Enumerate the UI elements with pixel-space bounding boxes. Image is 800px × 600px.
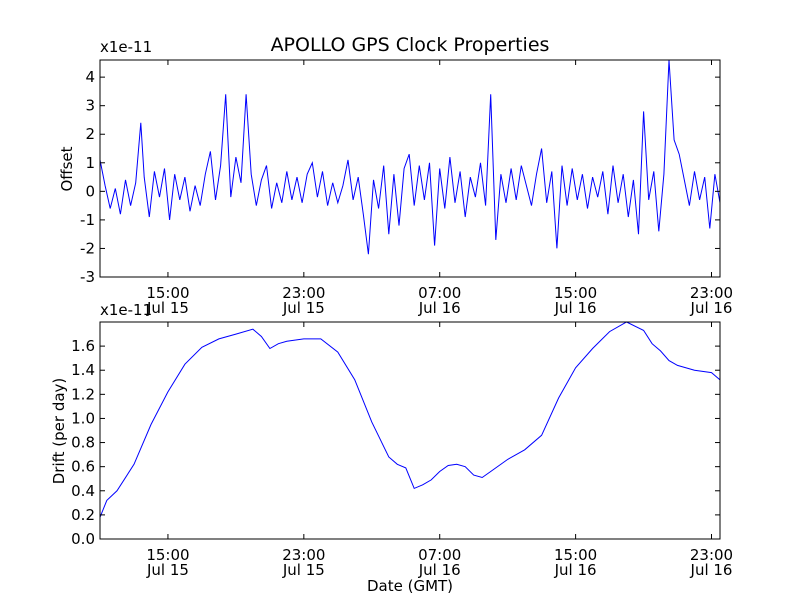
x-tick-date-label: Jul 15 (146, 561, 189, 579)
x-tick-time-label: 23:00 (690, 284, 733, 302)
y-tick-label: 0.2 (71, 506, 95, 524)
y-tick-label: 3 (85, 97, 95, 115)
x-tick-time-label: 23:00 (282, 546, 325, 564)
y-tick-label: 0.6 (71, 458, 95, 476)
y-tick-label: 0 (85, 182, 95, 200)
offset-multiplier: x1e-11 (100, 38, 152, 56)
offset-y-axis-label: Offset (58, 146, 76, 191)
x-tick-date-label: Jul 16 (554, 299, 597, 317)
x-tick-time-label: 15:00 (554, 284, 597, 302)
drift-multiplier: x1e-11 (100, 301, 152, 319)
y-tick-label: 1.2 (71, 385, 95, 403)
y-tick-label: 2 (85, 125, 95, 143)
offset-y-ticks: -3 -2 -1 0 1 2 3 4 (80, 68, 720, 286)
y-tick-label: 4 (85, 68, 95, 86)
y-tick-label: 0.8 (71, 434, 95, 452)
x-tick-time-label: 15:00 (554, 546, 597, 564)
y-tick-label: 1.6 (71, 337, 95, 355)
x-tick-date-label: Jul 15 (282, 299, 325, 317)
x-tick-time-label: 07:00 (418, 546, 461, 564)
drift-y-ticks: 0.0 0.2 0.4 0.6 0.8 1.0 1.2 1.4 1.6 (71, 337, 720, 548)
y-tick-label: 0.0 (71, 530, 95, 548)
x-tick-time-label: 15:00 (146, 546, 189, 564)
chart-title: APOLLO GPS Clock Properties (271, 34, 550, 56)
x-tick-time-label: 15:00 (146, 284, 189, 302)
x-tick-date-label: Jul 16 (690, 299, 733, 317)
x-tick-date-label: Jul 16 (690, 561, 733, 579)
offset-plot-border (99, 59, 721, 278)
x-axis-label: Date (GMT) (367, 577, 453, 595)
y-tick-label: -3 (80, 268, 95, 286)
y-tick-label: -2 (80, 239, 95, 257)
x-tick-date-label: Jul 15 (282, 561, 325, 579)
drift-plot-frame (100, 322, 720, 539)
y-tick-label: 1 (85, 154, 95, 172)
drift-y-axis-label: Drift (per day) (50, 378, 68, 485)
x-tick-date-label: Jul 16 (418, 299, 461, 317)
offset-plot-frame (100, 60, 720, 277)
x-tick-date-label: Jul 16 (554, 561, 597, 579)
drift-plot-border (99, 321, 721, 540)
offset-series-line (99, 59, 721, 255)
y-tick-label: 1.4 (71, 361, 95, 379)
x-tick-date-label: Jul 16 (418, 561, 461, 579)
x-tick-time-label: 23:00 (282, 284, 325, 302)
x-tick-date-label: Jul 15 (146, 299, 189, 317)
y-tick-label: 0.4 (71, 482, 95, 500)
x-tick-time-label: 07:00 (418, 284, 461, 302)
x-tick-time-label: 23:00 (690, 546, 733, 564)
y-tick-label: 1.0 (71, 409, 95, 427)
y-tick-label: -1 (80, 211, 95, 229)
